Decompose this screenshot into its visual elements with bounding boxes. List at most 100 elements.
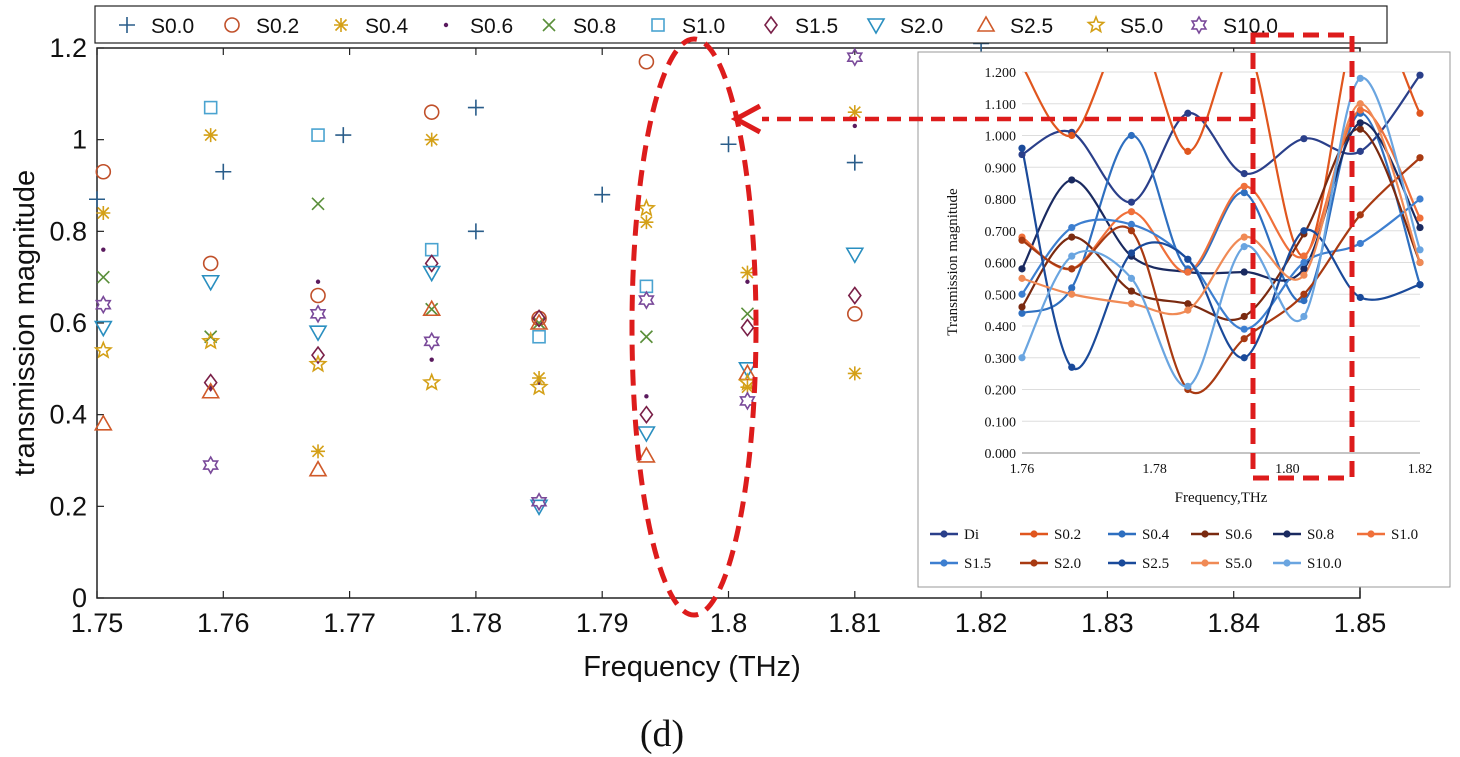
- inset-legend-label: S0.6: [1225, 527, 1253, 543]
- point-S0.6: [429, 357, 434, 362]
- inset-y-axis-label: Transmission magnitude: [945, 188, 961, 336]
- inset-legend-dot: [1030, 530, 1038, 538]
- inset-chart-box: [917, 51, 1451, 588]
- main-x-tick-label: 1.78: [450, 608, 503, 638]
- inset-point-S5.0: [1416, 258, 1424, 267]
- inset-point-Di: [1127, 198, 1136, 206]
- point-S1.5: [424, 254, 439, 273]
- inset-legend-dot: [1030, 559, 1038, 567]
- inset-legend-item-S10.0: S10.0: [1273, 556, 1342, 572]
- inset-y-tick-label: 1.100: [985, 98, 1017, 113]
- point-S0.8: [740, 307, 755, 321]
- inset-legend-label: S0.4: [1142, 527, 1170, 543]
- legend-item-S0.6: S0.6: [443, 15, 513, 38]
- inset-point-S2.0: [1127, 227, 1136, 235]
- inset-point-S0.8: [1416, 223, 1424, 232]
- point-S2.0: [637, 426, 656, 443]
- inset-y-tick-label: 0.800: [985, 193, 1017, 208]
- legend-label: S2.5: [1010, 15, 1053, 38]
- inset-legend-label: S2.0: [1054, 556, 1081, 572]
- inset-point-S0.4: [1127, 131, 1136, 140]
- main-y-tick-label: 0: [72, 583, 87, 613]
- point-S0.8: [425, 302, 439, 316]
- point-S0.6: [644, 394, 649, 399]
- inset-point-Di: [1300, 135, 1308, 143]
- point-S0.0: [594, 186, 611, 203]
- legend-marker-S0.8: [542, 18, 556, 32]
- point-S0.4: [203, 128, 218, 143]
- main-y-tick-label: 0.6: [49, 308, 87, 338]
- inset-point-S0.6: [1068, 233, 1076, 241]
- legend-marker-S0.0: [119, 17, 135, 33]
- legend-marker-S1.5: [764, 15, 778, 35]
- main-x-tick-label: 1.77: [323, 608, 376, 638]
- inset-ticks: 0.000 0.100 0.200 0.300 0.400 0.500 0.600 0.700…: [985, 66, 1433, 477]
- inset-point-S1.5: [1068, 223, 1076, 232]
- inset-point-S5.0: [1018, 274, 1026, 282]
- inset-point-S2.5: [1300, 227, 1308, 235]
- point-S2.5: [738, 363, 757, 381]
- inset-legend-item-S2.5: S2.5: [1108, 556, 1169, 572]
- main-y-tick-label: 1.2: [49, 33, 87, 63]
- point-S0.6: [101, 247, 106, 252]
- inset-point-S10.0: [1018, 354, 1026, 362]
- inset-point-S1.0: [1240, 182, 1248, 190]
- inset-legend: Di S0.2 S0.4 S0.6 S0.8 S1.0 S1.5 S2.0 S2.5 S5.0 S1…: [930, 527, 1418, 572]
- point-S0.0: [720, 136, 737, 153]
- inset-y-tick-label: 1.000: [985, 130, 1017, 145]
- point-S0.2: [310, 287, 326, 304]
- main-x-tick-label: 1.75: [71, 608, 124, 638]
- inset-point-S0.8: [1018, 265, 1026, 273]
- point-S2.0: [308, 325, 328, 342]
- inset-legend-dot: [1201, 530, 1209, 538]
- point-S0.8: [639, 330, 653, 344]
- inset-legend-label: S10.0: [1307, 556, 1342, 572]
- inset-legend-dot: [1283, 530, 1291, 538]
- inset-point-Di: [1018, 150, 1026, 159]
- legend-label: S2.0: [900, 15, 943, 38]
- point-S0.4: [96, 206, 111, 220]
- inset-point-S0.6: [1127, 287, 1136, 295]
- point-S1.5: [639, 405, 654, 425]
- point-S0.4: [424, 132, 439, 147]
- legend-marker-S0.4: [334, 18, 348, 32]
- point-S0.6: [852, 123, 857, 129]
- legend-label: S10.0: [1223, 15, 1278, 38]
- main-x-tick-label: 1.8: [710, 608, 748, 638]
- point-S0.6: [315, 279, 321, 284]
- inset-point-S10.0: [1300, 312, 1308, 321]
- inset-point-S1.5: [1300, 258, 1308, 267]
- inset-point-S1.0: [1356, 106, 1364, 114]
- point-S0.0: [467, 223, 484, 240]
- legend-item-S2.5: S2.5: [976, 15, 1053, 38]
- point-S10.0: [309, 304, 327, 324]
- inset-point-S2.0: [1068, 265, 1076, 273]
- inset-legend-item-S1.0: S1.0: [1357, 527, 1418, 543]
- inset-point-S0.8: [1356, 119, 1364, 127]
- inset-legend-dot: [1118, 559, 1126, 567]
- inset-x-tick-label: 1.80: [1275, 462, 1300, 477]
- inset-legend-dot: [1367, 530, 1375, 538]
- inset-legend-label: S5.0: [1225, 556, 1252, 572]
- series-S0.8: [96, 197, 988, 344]
- inset-x-tick-label: 1.82: [1408, 462, 1433, 477]
- inset-legend-item-S1.5: S1.5: [930, 556, 991, 572]
- point-S2.0: [738, 362, 757, 379]
- legend-label: S0.4: [365, 15, 409, 38]
- point-S0.2: [423, 104, 440, 120]
- inset-y-tick-label: 0.900: [985, 161, 1017, 176]
- highlight-ellipse: [629, 36, 759, 618]
- inset-point-S0.4: [1068, 284, 1076, 292]
- point-S0.4: [740, 380, 755, 395]
- point-S5.0: [93, 340, 113, 359]
- inset-y-tick-label: 0.700: [985, 225, 1017, 240]
- main-y-tick-label: 0.2: [49, 491, 87, 521]
- point-S2.5: [422, 299, 442, 317]
- main-x-axis-label: Frequency (THz): [583, 651, 801, 683]
- inset-point-Di: [1356, 147, 1364, 155]
- inset-y-tick-label: 0.400: [985, 320, 1017, 335]
- point-S0.0: [467, 99, 484, 116]
- point-S1.5: [847, 286, 862, 305]
- point-S0.2: [638, 53, 655, 70]
